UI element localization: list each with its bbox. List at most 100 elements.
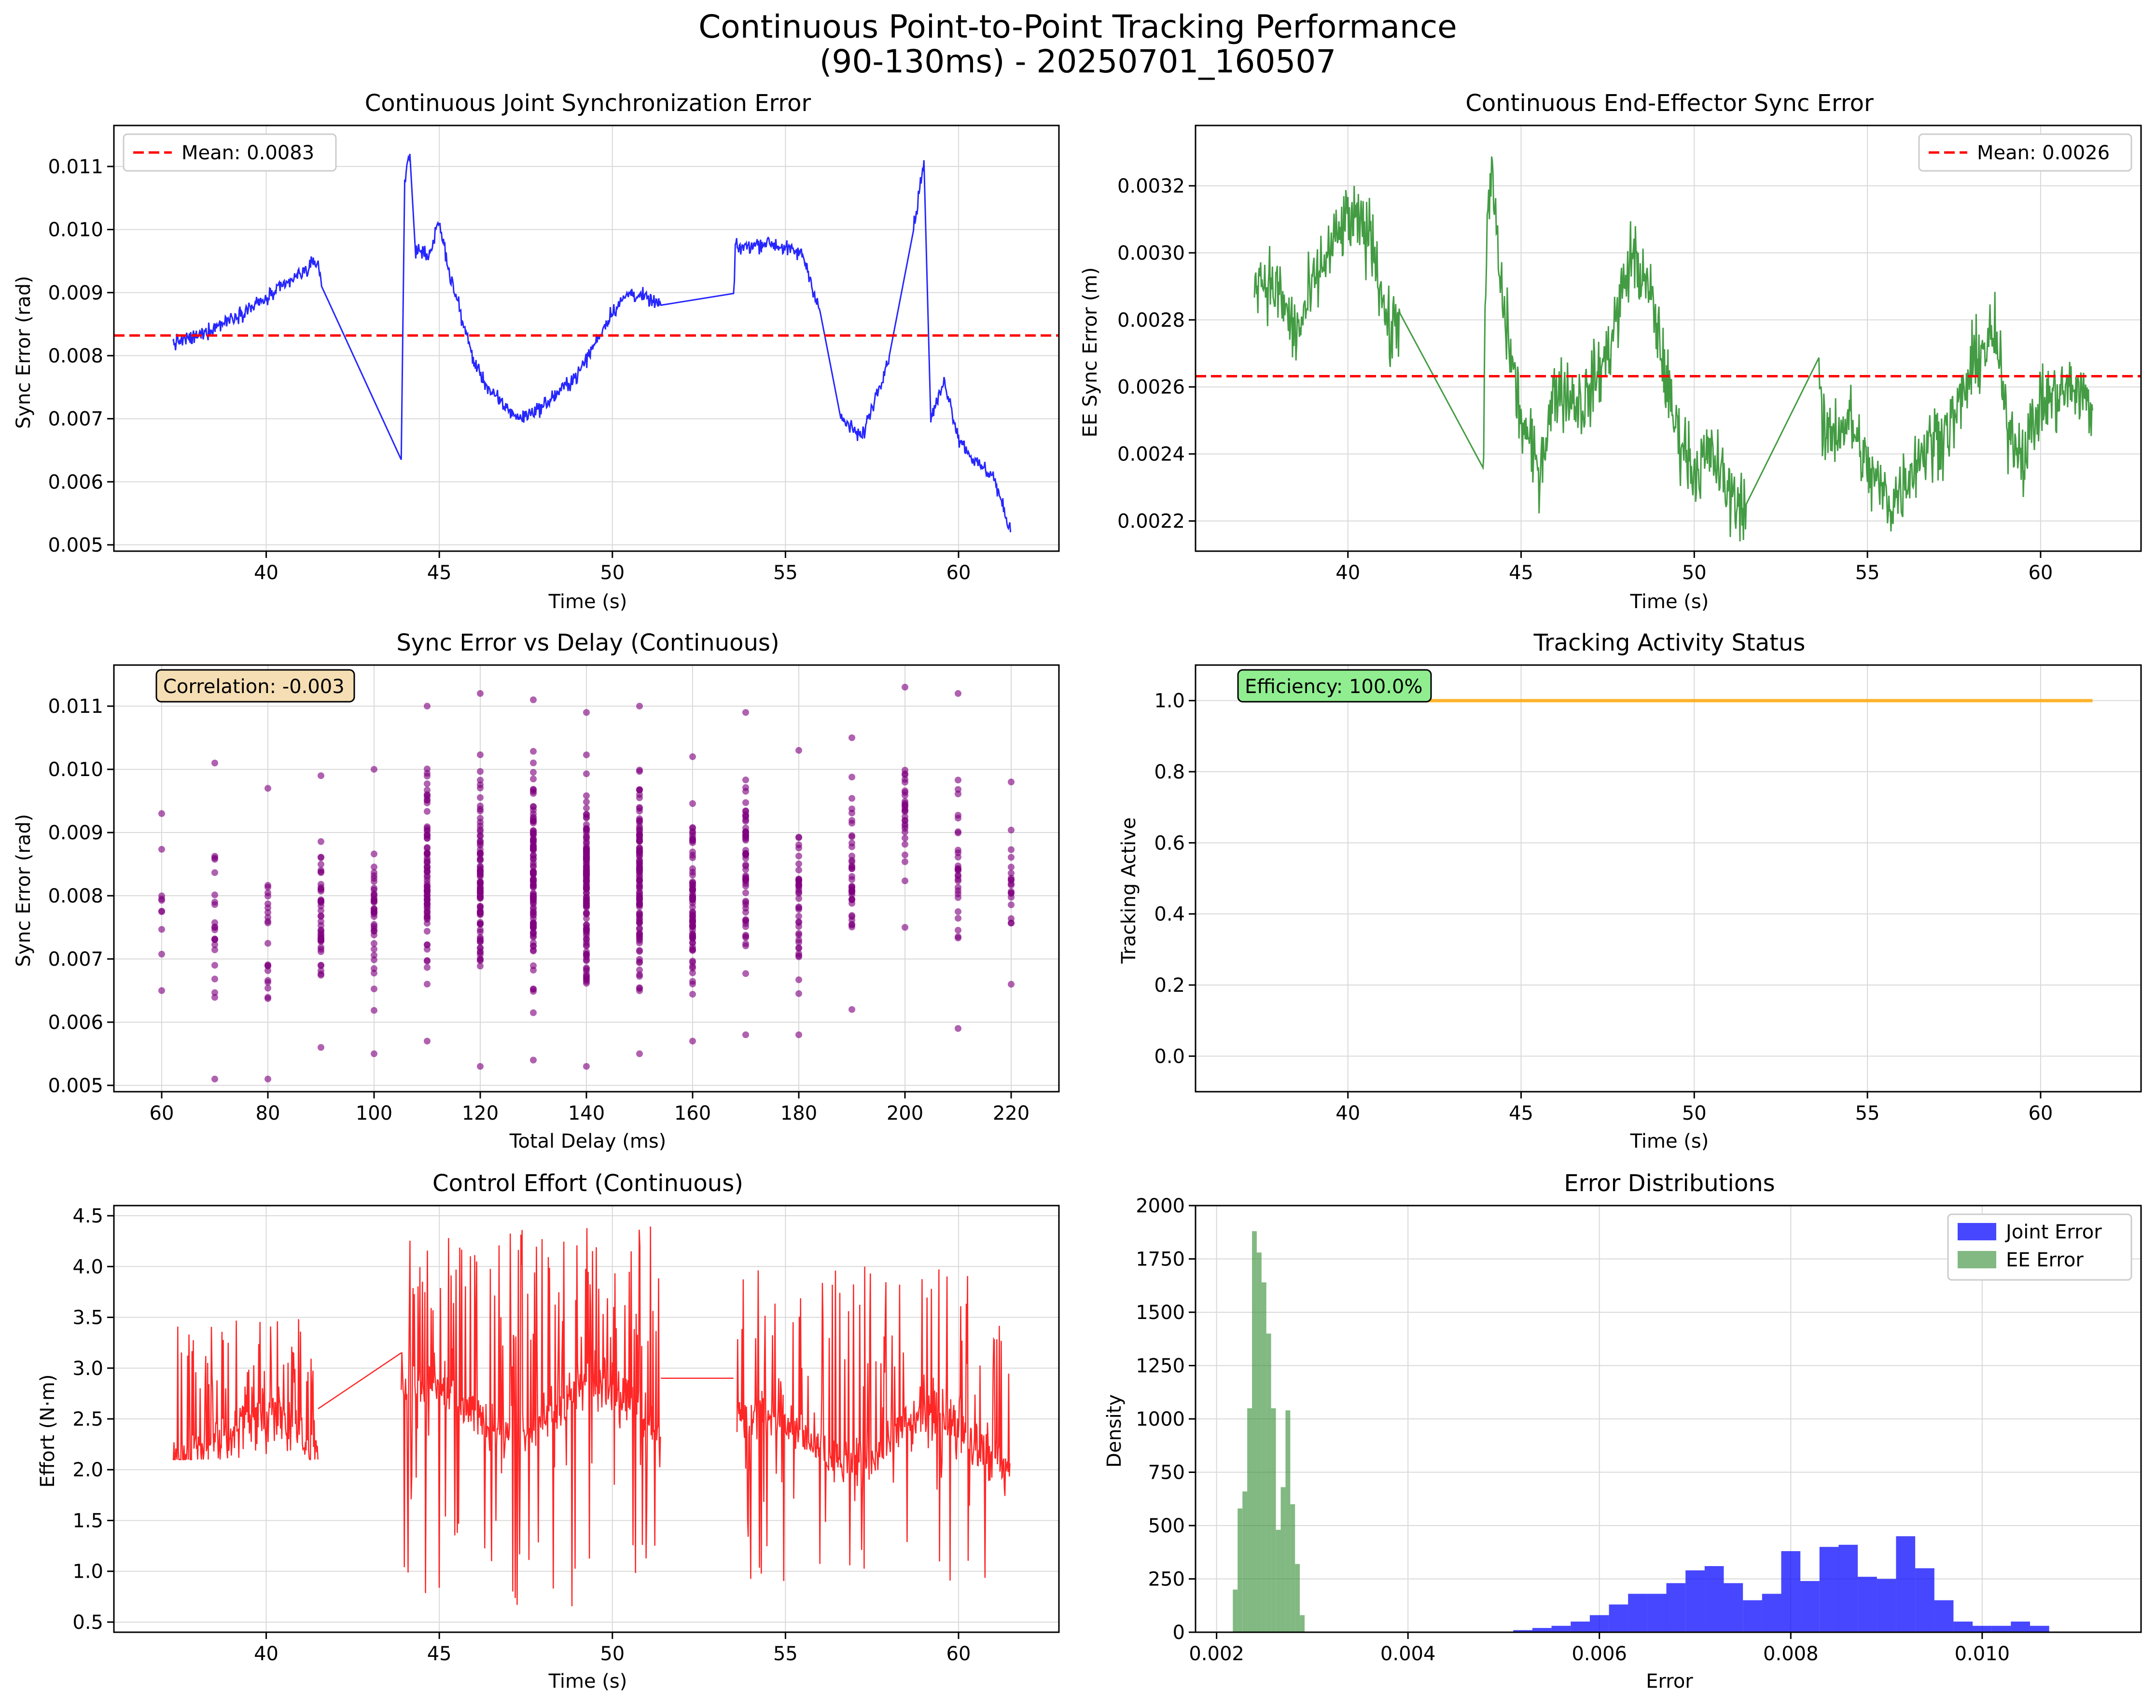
legend-box xyxy=(1918,133,2132,172)
tracking-status-panel: Tracking Activity Status Time (s) Tracki… xyxy=(1118,629,2142,1153)
scatter-point xyxy=(689,872,696,879)
panel-title: Sync Error vs Delay (Continuous) xyxy=(396,629,779,656)
y-tick-label: 1.0 xyxy=(1154,690,1185,712)
y-tick-label: 1.0 xyxy=(72,1561,103,1583)
scatter-point xyxy=(689,930,696,937)
joint-error-bars xyxy=(1513,1536,2049,1632)
scatter-point xyxy=(477,868,484,875)
scatter-point xyxy=(742,850,749,857)
x-tick-label: 120 xyxy=(462,1102,499,1125)
scatter-point xyxy=(477,768,484,775)
histogram-bar xyxy=(1300,1615,1305,1632)
scatter-point xyxy=(530,919,537,926)
scatter-point xyxy=(636,889,643,897)
y-tick-label: 0.005 xyxy=(48,534,103,556)
scatter-point xyxy=(371,986,377,993)
scatter-point xyxy=(636,966,643,973)
scatter-point xyxy=(264,785,271,792)
panel-title: Error Distributions xyxy=(1564,1170,1775,1197)
plot-frame xyxy=(1195,664,2142,1093)
scatter-point xyxy=(636,791,643,798)
y-tick-label: 0.0028 xyxy=(1117,309,1185,332)
scatter-point xyxy=(689,800,696,807)
scatter-point xyxy=(530,776,537,782)
scatter-point xyxy=(371,766,377,773)
scatter-point xyxy=(902,877,908,885)
scatter-point xyxy=(955,1025,961,1032)
scatter-point xyxy=(902,825,908,832)
plot-frame xyxy=(1195,125,2142,552)
scatter-point xyxy=(902,841,908,848)
scatter-point xyxy=(211,923,218,930)
histogram-bar xyxy=(1973,1625,1992,1632)
histogram-bar xyxy=(1991,1625,2011,1632)
scatter-point xyxy=(371,869,377,876)
scatter-point xyxy=(371,863,377,871)
histogram-bar xyxy=(1628,1594,1647,1632)
scatter-point xyxy=(795,747,802,754)
scatter-point xyxy=(477,690,484,697)
plot-area xyxy=(114,153,1059,532)
histogram-bar xyxy=(1266,1333,1271,1632)
scatter-point xyxy=(742,940,749,947)
scatter-point xyxy=(530,830,537,837)
x-tick-label: 0.010 xyxy=(1955,1643,2010,1665)
scatter-point xyxy=(530,810,537,818)
scatter-point xyxy=(530,912,537,919)
scatter-point xyxy=(848,809,855,817)
y-tick-label: 0.006 xyxy=(48,471,103,493)
grid-lines xyxy=(1196,125,2141,551)
scatter-point xyxy=(583,855,590,862)
scatter-point xyxy=(264,882,271,889)
legend: Mean: 0.0083 xyxy=(123,133,337,172)
x-tick-label: 45 xyxy=(1509,562,1533,584)
scatter-point xyxy=(795,936,802,944)
x-tick-label: 50 xyxy=(600,562,625,584)
scatter-point xyxy=(583,868,590,875)
scatter-point xyxy=(955,894,961,901)
x-axis-label: Error xyxy=(1646,1670,1693,1693)
scatter-point xyxy=(371,875,377,882)
scatter-point xyxy=(583,935,590,942)
plot-area xyxy=(158,683,1015,1083)
scatter-point xyxy=(477,1063,484,1070)
histogram-bar xyxy=(1256,1252,1262,1632)
x-tick-label: 60 xyxy=(946,1643,971,1665)
scatter-point xyxy=(742,923,749,930)
scatter-point xyxy=(955,875,961,883)
scatter-point xyxy=(264,889,271,896)
scatter-point xyxy=(795,886,802,893)
x-tick-label: 50 xyxy=(600,1643,625,1665)
scatter-point xyxy=(583,843,590,850)
scatter-point xyxy=(1008,901,1015,908)
y-tick-label: 0.008 xyxy=(48,885,103,907)
y-axis-label: Sync Error (rad) xyxy=(13,276,35,429)
effort-line xyxy=(172,1319,319,1460)
y-tick-label: 1.5 xyxy=(72,1510,103,1532)
scatter-point xyxy=(424,765,431,773)
grid-lines xyxy=(114,125,1059,551)
scatter-point xyxy=(530,930,537,937)
x-tick-label: 50 xyxy=(1682,562,1707,584)
scatter-point xyxy=(583,814,590,820)
scatter-point xyxy=(689,939,696,946)
scatter-point xyxy=(318,861,324,868)
scatter-point xyxy=(742,883,749,889)
scatter-point xyxy=(902,858,908,865)
legend-label: Mean: 0.0083 xyxy=(181,142,314,164)
y-tick-label: 750 xyxy=(1148,1462,1185,1484)
scatter-point xyxy=(371,850,377,858)
scatter-point xyxy=(636,817,643,824)
scatter-point xyxy=(1008,870,1015,877)
effort-line xyxy=(401,1226,661,1607)
scatter-point xyxy=(158,810,165,817)
scatter-point xyxy=(477,911,484,918)
effort-line xyxy=(736,1266,1011,1581)
scatter-point xyxy=(742,1031,749,1039)
x-axis-label: Time (s) xyxy=(1630,591,1709,613)
scatter-point xyxy=(742,799,749,806)
scatter-point xyxy=(636,926,643,933)
scatter-point xyxy=(955,777,961,784)
scatter-point xyxy=(211,869,218,876)
scatter-point xyxy=(848,1006,855,1013)
